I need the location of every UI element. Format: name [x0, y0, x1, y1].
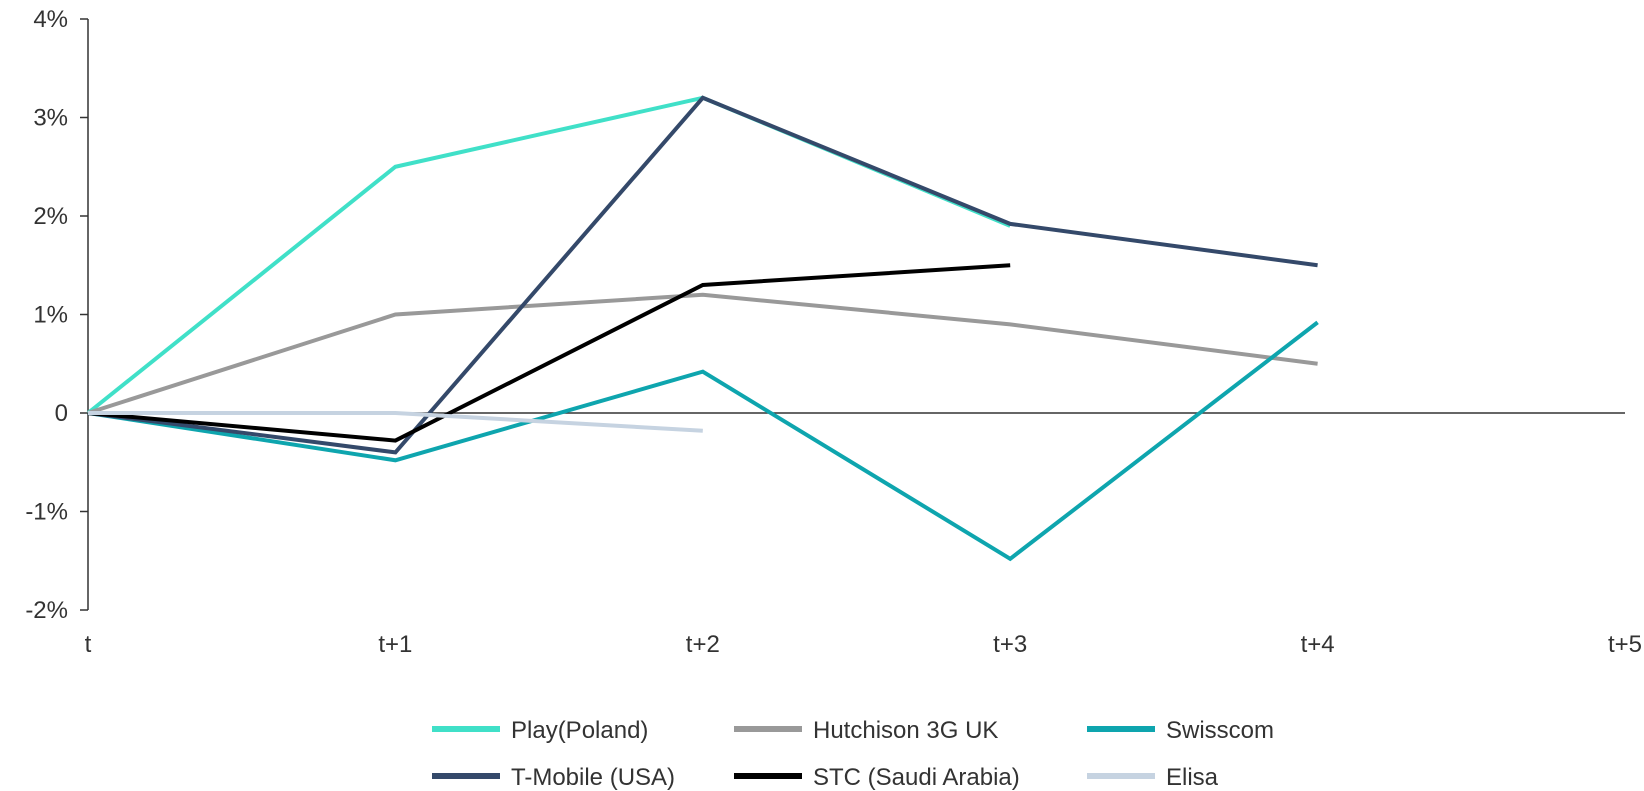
y-tick-label: 0: [55, 400, 68, 427]
legend-label: STC (Saudi Arabia): [813, 764, 1020, 791]
legend-label: Elisa: [1166, 764, 1219, 791]
x-tick-label: t+4: [1301, 631, 1335, 658]
series-line-0: [86, 95, 1011, 415]
legend-label: Swisscom: [1166, 717, 1274, 744]
x-tick-label: t+2: [686, 631, 720, 658]
series-line-5: [88, 411, 703, 433]
y-tick-label: 1%: [33, 302, 68, 329]
x-tick-label: t+5: [1608, 631, 1642, 658]
x-tick-label: t+1: [378, 631, 412, 658]
legend-item: Hutchison 3G UK: [734, 717, 998, 744]
y-ticks: 4% 3% 2% 1% 0 -1% -2%: [25, 6, 88, 624]
x-tick-label: t+3: [993, 631, 1027, 658]
legend-label: T-Mobile (USA): [511, 764, 675, 791]
legend: Play(Poland) Hutchison 3G UK Swisscom T-Mob…: [432, 717, 1274, 791]
x-ticks: t t+1 t+2 t+3 t+4 t+5: [85, 631, 1642, 658]
y-tick-label: 3%: [33, 105, 68, 132]
y-tick-label: 2%: [33, 203, 68, 230]
legend-item: Elisa: [1087, 764, 1219, 791]
legend-item: Swisscom: [1087, 717, 1274, 744]
series-line-3: [87, 95, 1318, 455]
legend-item: T-Mobile (USA): [432, 764, 675, 791]
series-line-1: [87, 292, 1318, 415]
y-tick-label: -2%: [25, 597, 68, 624]
series-lines: [86, 95, 1319, 562]
axes: [87, 19, 1625, 610]
legend-label: Play(Poland): [511, 717, 648, 744]
series-line-4: [87, 263, 1011, 443]
legend-item: Play(Poland): [432, 717, 648, 744]
legend-label: Hutchison 3G UK: [813, 717, 998, 744]
y-tick-label: 4%: [33, 6, 68, 33]
y-tick-label: -1%: [25, 499, 68, 526]
x-tick-label: t: [85, 631, 92, 658]
series-line-2: [87, 320, 1319, 562]
legend-item: STC (Saudi Arabia): [734, 764, 1020, 791]
